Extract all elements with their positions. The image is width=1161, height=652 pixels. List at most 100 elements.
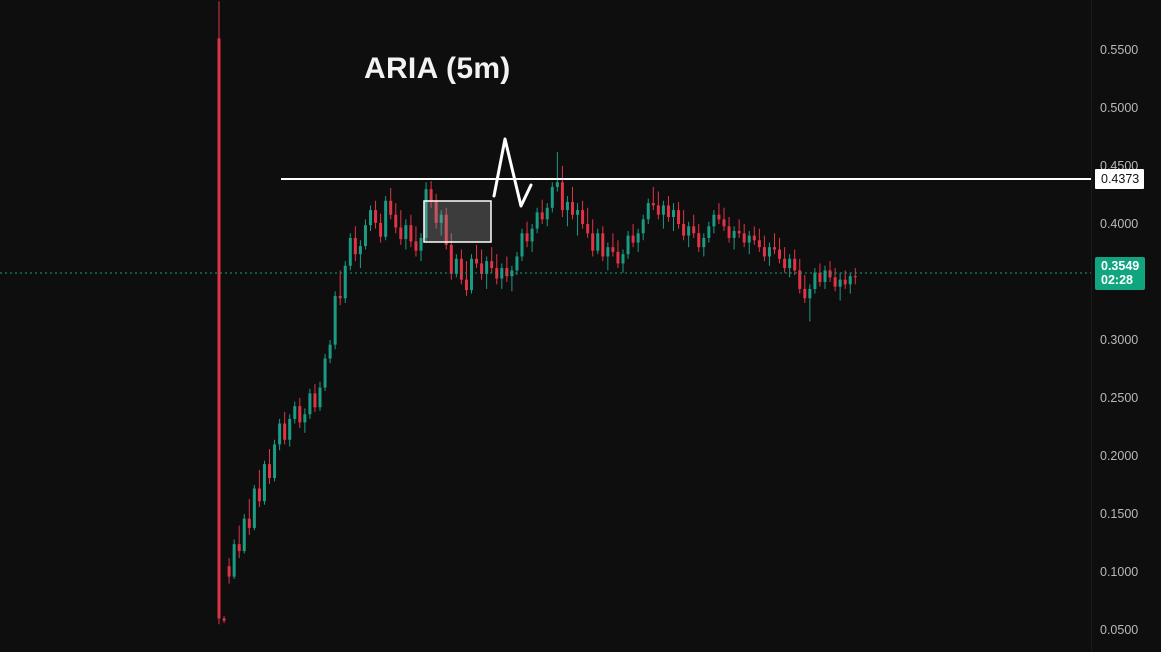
price-tick: 0.2000 xyxy=(1100,449,1139,463)
candle-body xyxy=(692,226,696,234)
candle-body xyxy=(823,270,827,282)
candle-body xyxy=(591,233,595,251)
price-axis[interactable]: 0.5500 0.5000 0.4500 0.4000 0.3000 0.2500 0.20… xyxy=(1091,0,1161,652)
last-price-value: 0.3549 xyxy=(1101,259,1140,273)
candle-body xyxy=(414,241,418,251)
candle-body xyxy=(828,270,832,278)
candle-body xyxy=(273,444,277,479)
candle-body xyxy=(747,235,751,243)
candle-body xyxy=(283,423,287,440)
candle-body xyxy=(404,225,408,240)
candle-body xyxy=(323,358,327,388)
candle-body xyxy=(656,205,660,215)
candle-body xyxy=(262,464,266,502)
candle-body xyxy=(247,518,251,528)
candle-body xyxy=(353,237,357,255)
candle-body xyxy=(778,249,782,259)
candle-body xyxy=(611,247,615,252)
price-tick: 0.4000 xyxy=(1100,217,1139,231)
candle-body xyxy=(712,214,716,227)
candle-body xyxy=(606,247,610,257)
candle-body xyxy=(389,200,393,215)
candle-body xyxy=(672,210,675,218)
candle-body xyxy=(454,258,458,274)
last-price-badge[interactable]: 0.3549 02:28 xyxy=(1095,257,1146,290)
candle-body xyxy=(257,488,261,502)
candle-body xyxy=(434,201,438,223)
candle-body xyxy=(369,210,372,226)
candle-body xyxy=(303,414,307,423)
candle-body xyxy=(848,276,852,285)
candle-body xyxy=(818,272,822,282)
candle-body xyxy=(268,464,271,479)
candle-body xyxy=(429,189,433,202)
candle-body xyxy=(581,210,585,224)
candle-body xyxy=(651,203,655,206)
candle-body xyxy=(601,233,605,257)
level-price-badge[interactable]: 0.4373 xyxy=(1095,169,1145,189)
candle-body xyxy=(762,247,766,257)
candle-body xyxy=(843,279,847,285)
candle-body xyxy=(661,205,665,215)
candle-body xyxy=(505,268,509,277)
candle-body xyxy=(621,254,625,264)
candle-body xyxy=(485,261,489,274)
zigzag-drawing[interactable] xyxy=(492,137,533,208)
candle-body xyxy=(793,258,797,271)
candle-body xyxy=(348,237,352,266)
candle-body xyxy=(439,214,443,223)
candle-body xyxy=(853,276,857,278)
candle-body xyxy=(252,488,256,528)
candle-body xyxy=(237,544,241,552)
price-tick: 0.0500 xyxy=(1100,623,1139,637)
candle-body xyxy=(717,214,721,220)
candle-body xyxy=(697,233,701,248)
candle-body xyxy=(308,393,312,415)
candle-body xyxy=(550,186,554,208)
candle-body xyxy=(384,200,388,237)
candlestick-svg xyxy=(0,1,1091,625)
candle-body xyxy=(682,224,686,236)
candle-body xyxy=(449,244,453,274)
candle-body xyxy=(788,258,792,269)
candle-body xyxy=(833,277,837,287)
rectangle-drawing[interactable] xyxy=(423,200,492,243)
page-title: ARIA (5m) xyxy=(364,52,511,85)
candle-body xyxy=(394,214,398,228)
candle-body xyxy=(565,201,569,211)
candle-body xyxy=(444,214,448,245)
countdown-timer: 02:28 xyxy=(1101,273,1133,287)
candle-body xyxy=(288,418,292,440)
chart-plot-area[interactable] xyxy=(0,0,1091,652)
candle-body xyxy=(313,393,317,408)
candle-body xyxy=(232,544,236,577)
candle-body xyxy=(707,226,711,238)
candle-body xyxy=(727,226,731,238)
candle-body xyxy=(298,406,302,423)
price-tick: 0.5500 xyxy=(1100,43,1139,57)
candle-body xyxy=(278,423,282,445)
price-tick: 0.5000 xyxy=(1100,101,1139,115)
price-tick: 0.2500 xyxy=(1100,391,1139,405)
candle-body xyxy=(374,210,378,223)
candle-body xyxy=(358,246,362,255)
price-tick: 0.3000 xyxy=(1100,333,1139,347)
candle-body xyxy=(399,227,403,240)
candle-body xyxy=(227,566,231,577)
candle-body xyxy=(767,247,771,257)
candle-body xyxy=(631,235,635,243)
candle-body xyxy=(813,272,817,289)
candle-body xyxy=(525,233,529,242)
candle-body xyxy=(838,279,842,287)
candle-body xyxy=(333,295,337,345)
candle-body xyxy=(808,288,812,299)
candle-body xyxy=(222,618,226,621)
candle-body xyxy=(540,212,544,220)
candle-body xyxy=(636,233,640,243)
candle-body xyxy=(576,210,580,215)
candle-body xyxy=(687,226,691,236)
candle-body xyxy=(596,233,600,251)
candle-body xyxy=(641,219,645,234)
candle-body xyxy=(737,230,741,234)
